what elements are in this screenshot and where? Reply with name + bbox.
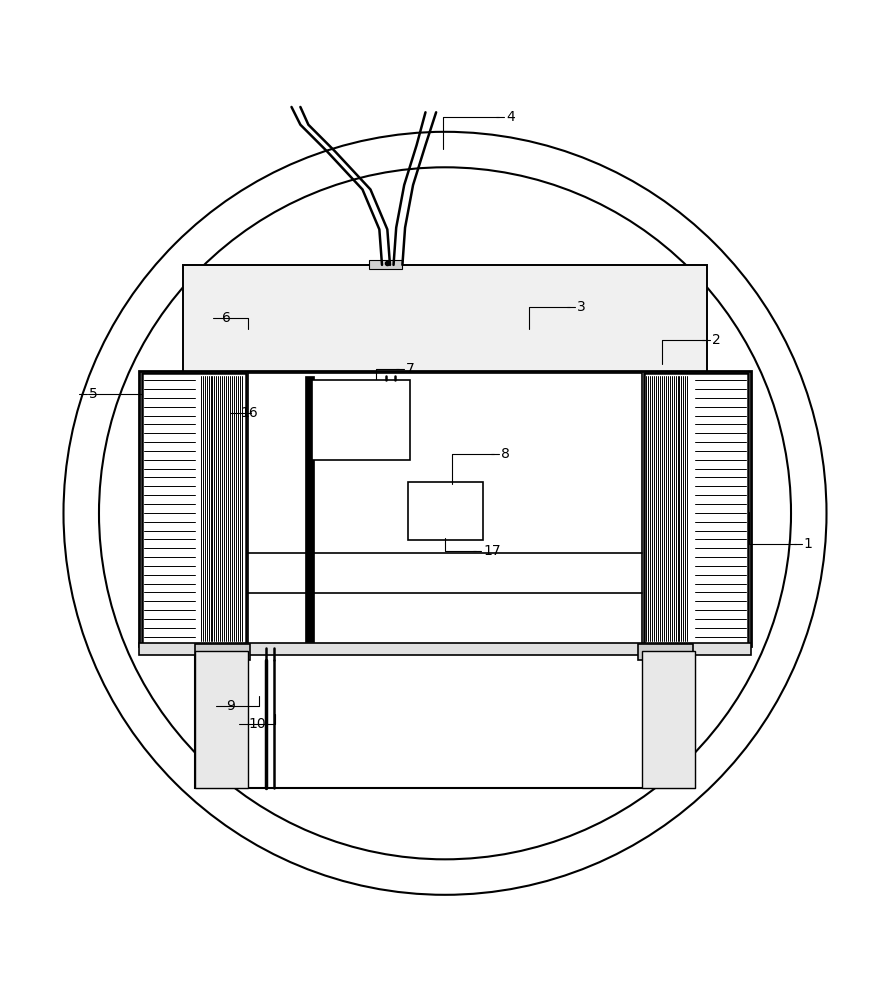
Text: 1: 1 bbox=[804, 537, 813, 551]
Text: 8: 8 bbox=[501, 447, 510, 461]
Text: 4: 4 bbox=[506, 110, 515, 124]
Bar bbox=[139, 643, 751, 655]
Text: 7: 7 bbox=[406, 362, 415, 376]
Text: 10: 10 bbox=[249, 717, 266, 731]
Bar bbox=[642, 651, 695, 788]
Text: 2: 2 bbox=[712, 333, 721, 347]
Bar bbox=[195, 651, 248, 788]
Text: 6: 6 bbox=[222, 311, 231, 325]
Bar bbox=[312, 380, 409, 460]
Bar bbox=[142, 373, 247, 644]
Bar bbox=[195, 651, 695, 788]
Bar bbox=[638, 644, 693, 660]
Bar bbox=[643, 373, 748, 644]
Text: 17: 17 bbox=[483, 544, 501, 558]
Bar bbox=[139, 371, 751, 646]
Text: 16: 16 bbox=[240, 406, 258, 420]
Bar bbox=[304, 376, 313, 642]
Bar bbox=[195, 644, 250, 660]
Text: 5: 5 bbox=[89, 387, 98, 401]
Text: 3: 3 bbox=[578, 300, 586, 314]
Bar bbox=[183, 265, 707, 376]
Bar bbox=[368, 260, 402, 269]
Bar bbox=[408, 482, 483, 540]
Text: 9: 9 bbox=[226, 699, 235, 713]
Bar bbox=[248, 373, 642, 644]
